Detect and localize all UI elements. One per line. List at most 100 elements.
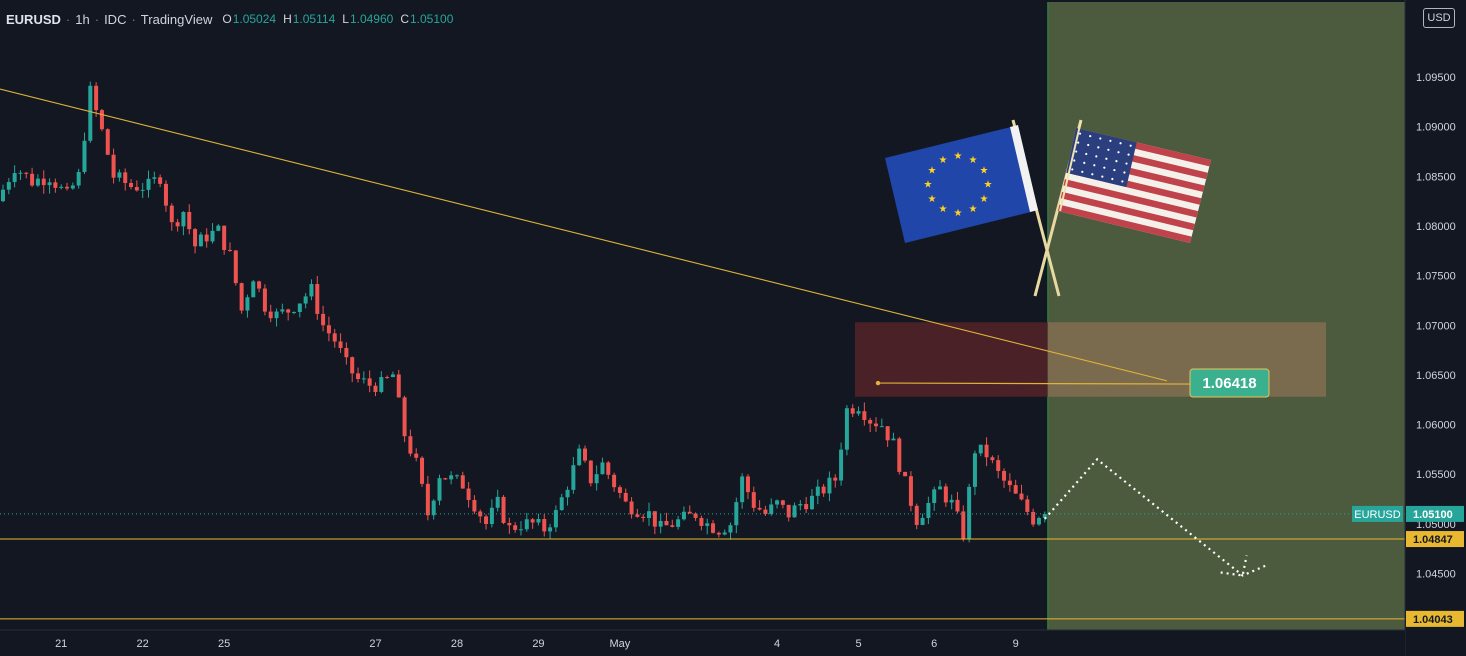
candle bbox=[332, 328, 337, 348]
candle bbox=[926, 496, 931, 525]
candle bbox=[955, 491, 960, 514]
candle bbox=[24, 172, 29, 179]
candle bbox=[629, 497, 634, 519]
candle-body bbox=[687, 511, 692, 514]
candle-body bbox=[658, 520, 663, 527]
candle bbox=[990, 455, 995, 464]
eu-star-icon: ★ bbox=[969, 155, 978, 166]
time-axis-background bbox=[0, 630, 1405, 656]
support-badge: 1.04847 bbox=[1406, 531, 1464, 548]
price-tick-label: 1.08000 bbox=[1416, 221, 1456, 233]
candle bbox=[792, 502, 797, 518]
candle-body bbox=[1036, 518, 1041, 525]
candle bbox=[82, 132, 87, 175]
candle-body bbox=[175, 222, 180, 227]
candle bbox=[786, 504, 791, 522]
interval-label[interactable]: 1h bbox=[75, 11, 90, 27]
candle-body bbox=[635, 514, 640, 517]
candle bbox=[443, 477, 448, 480]
candle bbox=[408, 429, 413, 457]
candle bbox=[140, 183, 145, 199]
candle-body bbox=[565, 489, 570, 498]
candle bbox=[676, 515, 681, 530]
annotation-label: 1.06418 bbox=[1202, 375, 1256, 392]
candle bbox=[204, 228, 209, 248]
candle bbox=[856, 406, 861, 416]
candle bbox=[821, 483, 826, 497]
candle bbox=[356, 367, 361, 383]
candle-body bbox=[827, 477, 832, 494]
candle-body bbox=[606, 462, 611, 475]
candle-body bbox=[612, 474, 617, 488]
candle-body bbox=[204, 234, 209, 242]
candle bbox=[903, 471, 908, 477]
price-tick-label: 1.09000 bbox=[1416, 122, 1456, 134]
candle bbox=[996, 455, 1001, 479]
candle bbox=[553, 505, 558, 533]
annotation-line bbox=[877, 382, 1192, 385]
time-tick-label: 29 bbox=[532, 638, 544, 650]
candle-body bbox=[775, 500, 780, 505]
candle-body bbox=[501, 496, 506, 523]
candle-body bbox=[373, 385, 378, 392]
candle-body bbox=[129, 182, 134, 188]
eu-star-icon: ★ bbox=[924, 180, 933, 191]
candle-body bbox=[815, 486, 820, 496]
candle-body bbox=[286, 309, 291, 313]
eu-star-icon: ★ bbox=[928, 165, 937, 176]
candle-body bbox=[169, 205, 174, 223]
candle bbox=[501, 495, 506, 525]
candle bbox=[1025, 495, 1030, 516]
us-flag-hoist bbox=[1059, 120, 1082, 212]
candle-body bbox=[676, 519, 681, 527]
candle bbox=[740, 473, 745, 509]
candle bbox=[431, 499, 436, 520]
candle-body bbox=[513, 525, 518, 530]
symbol-name[interactable]: EURUSD bbox=[6, 11, 61, 27]
candle-body bbox=[402, 397, 407, 437]
candle bbox=[123, 168, 128, 191]
candle-body bbox=[798, 504, 803, 506]
candle-body bbox=[472, 499, 477, 512]
candle bbox=[594, 465, 599, 491]
candle-body bbox=[938, 486, 943, 490]
candle-body bbox=[437, 478, 442, 501]
projection-arrowhead bbox=[1220, 555, 1248, 577]
us-star-icon bbox=[1109, 139, 1112, 142]
candle-body bbox=[245, 297, 250, 311]
time-tick-label: 5 bbox=[855, 638, 861, 650]
time-tick-label: 21 bbox=[55, 638, 67, 650]
zones-layer bbox=[855, 2, 1405, 630]
candle-body bbox=[792, 505, 797, 518]
candle bbox=[623, 488, 628, 503]
low-label: L bbox=[342, 12, 349, 26]
candle bbox=[163, 180, 168, 212]
candle-body bbox=[88, 85, 93, 141]
candle-body bbox=[59, 186, 64, 188]
candle-body bbox=[105, 129, 110, 155]
time-tick-label: 25 bbox=[218, 638, 230, 650]
candle bbox=[129, 179, 134, 190]
candle-body bbox=[955, 499, 960, 512]
candle bbox=[297, 303, 302, 318]
currency-button[interactable]: USD bbox=[1423, 8, 1455, 28]
candle-body bbox=[41, 178, 46, 186]
candle-body bbox=[874, 423, 878, 427]
candle bbox=[88, 81, 93, 143]
candle-body bbox=[76, 171, 81, 186]
candle-body bbox=[443, 478, 448, 480]
candle bbox=[967, 483, 972, 543]
candle bbox=[489, 499, 494, 528]
candle bbox=[344, 342, 349, 365]
resistance-zone-projection bbox=[1047, 322, 1326, 397]
us-star-icon bbox=[1127, 153, 1130, 156]
candle bbox=[181, 211, 186, 236]
candle bbox=[1019, 484, 1024, 501]
candle bbox=[1042, 511, 1047, 523]
candle-body bbox=[82, 140, 87, 172]
us-star-icon bbox=[1091, 173, 1094, 176]
candle bbox=[745, 474, 750, 500]
candle-body bbox=[641, 516, 646, 518]
